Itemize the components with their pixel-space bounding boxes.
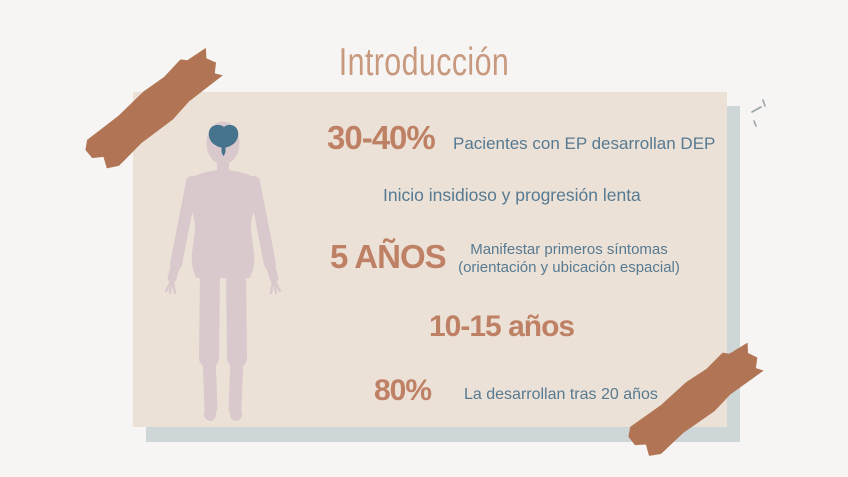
- brain-icon: [208, 124, 239, 156]
- stat-label-line-1: Manifestar primeros síntomas: [470, 241, 668, 258]
- stat-label-sintomas: Manifestar primeros síntomas (orientació…: [443, 241, 695, 276]
- slide-title: Introducción: [338, 41, 510, 84]
- sparkle-doodle-icon: [751, 99, 766, 127]
- stat-label-line-2: (orientación y ubicación espacial): [458, 258, 680, 276]
- stat-value-5-anos: 5 AÑOS: [330, 238, 447, 275]
- stat-label-dep: Pacientes con EP desarrollan DEP: [453, 134, 716, 153]
- human-body-silhouette-icon: [164, 121, 282, 421]
- stat-value-80: 80%: [374, 374, 432, 407]
- statement-progression: Inicio insidioso y progresión lenta: [383, 185, 641, 205]
- stat-label-20-anos: La desarrollan tras 20 años: [464, 386, 658, 403]
- stat-value-10-15-anos: 10-15 años: [429, 310, 575, 343]
- stat-value-30-40: 30-40%: [327, 119, 436, 156]
